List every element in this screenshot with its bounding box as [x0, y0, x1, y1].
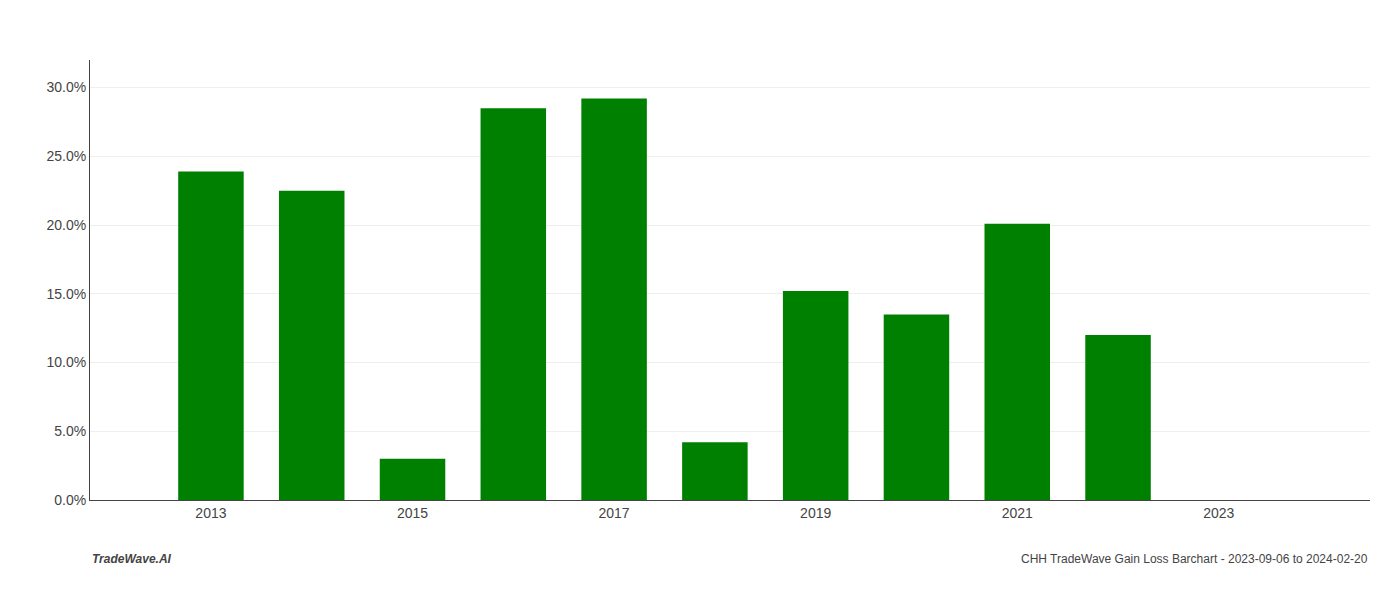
svg-text:25.0%: 25.0% [46, 148, 86, 164]
svg-text:CHH TradeWave Gain Loss Barcha: CHH TradeWave Gain Loss Barchart - 2023-… [1021, 552, 1368, 566]
svg-text:2021: 2021 [1002, 505, 1033, 521]
svg-text:TradeWave.AI: TradeWave.AI [92, 552, 172, 566]
svg-text:20.0%: 20.0% [46, 217, 86, 233]
svg-text:2017: 2017 [599, 505, 630, 521]
svg-text:2015: 2015 [397, 505, 428, 521]
svg-text:0.0%: 0.0% [54, 492, 86, 508]
svg-text:10.0%: 10.0% [46, 354, 86, 370]
svg-text:15.0%: 15.0% [46, 286, 86, 302]
svg-text:2019: 2019 [800, 505, 831, 521]
svg-text:30.0%: 30.0% [46, 79, 86, 95]
svg-text:5.0%: 5.0% [54, 423, 86, 439]
svg-text:2013: 2013 [195, 505, 226, 521]
svg-text:2023: 2023 [1203, 505, 1234, 521]
